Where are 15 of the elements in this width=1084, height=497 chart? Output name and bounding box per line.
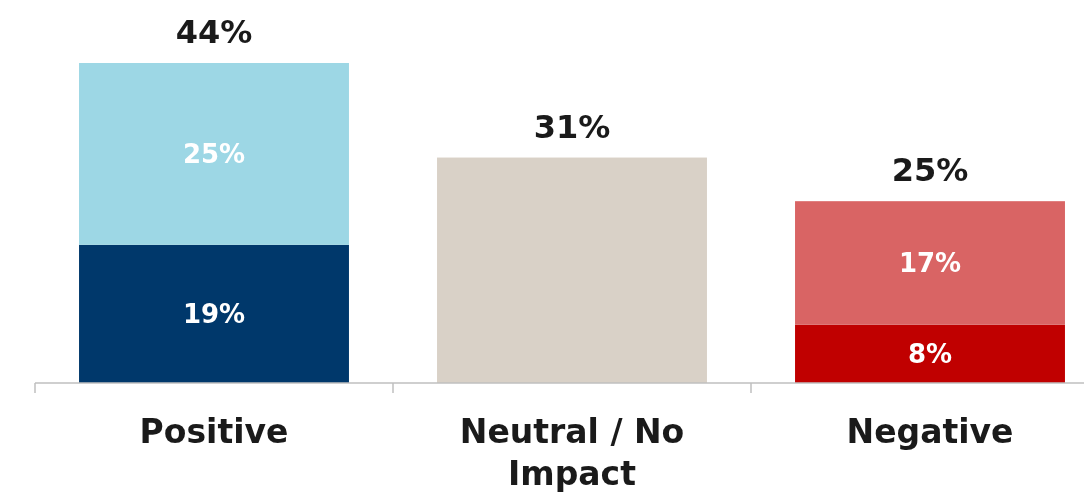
- bar: [437, 157, 707, 383]
- total-label: 44%: [175, 13, 253, 51]
- x-tick-label: Positive: [139, 412, 289, 451]
- data-label: 25%: [182, 139, 246, 170]
- data-label: 17%: [898, 248, 962, 279]
- data-label: 8%: [907, 339, 953, 370]
- total-label: 31%: [533, 107, 611, 146]
- total-label: 25%: [891, 151, 969, 190]
- bar: [79, 244, 349, 383]
- x-tick-label: Negative: [846, 412, 1014, 451]
- bar: [79, 63, 349, 245]
- x-tick-label: Neutral / No Impact: [459, 412, 685, 493]
- bar: [795, 324, 1065, 383]
- data-label: 19%: [182, 299, 246, 330]
- bar: [795, 201, 1065, 325]
